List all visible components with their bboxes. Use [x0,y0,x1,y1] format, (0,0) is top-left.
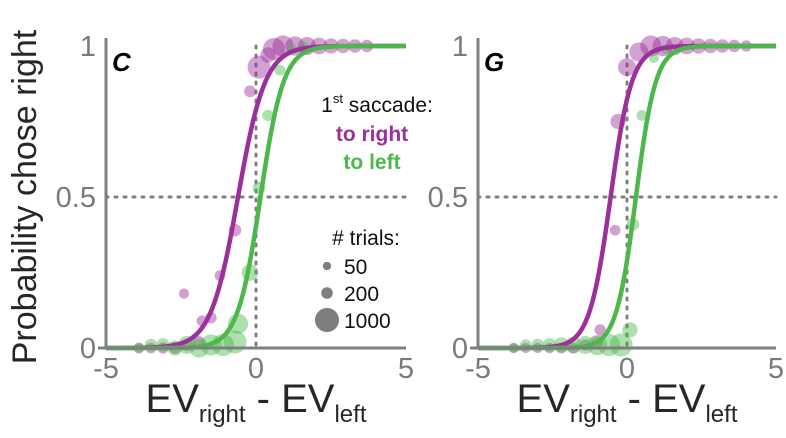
legend-size-title: # trials: [332,227,400,250]
x-title-sub-left: left [705,401,737,428]
data-point-to-left [648,52,659,64]
x-tick-label: -5 [465,353,491,385]
data-point-to-right [260,47,276,63]
data-point-to-left [609,333,633,357]
x-tick-label: -5 [93,353,119,385]
x-tick-label: 0 [248,353,264,385]
x-title-minus-ev: - EV [246,377,335,421]
data-point-to-left [636,110,648,121]
legend-title-part: 1 [321,94,333,117]
x-title-minus-ev: - EV [617,377,706,421]
data-point-to-left [262,109,274,122]
x-tick-label: 0 [619,353,635,385]
y-axis-title: Probability chose right [6,29,44,364]
legend-size-marker [314,307,340,333]
data-point-to-right [609,224,621,236]
x-title-sub-right: right [570,401,617,428]
legend-title-part: st [333,91,344,106]
data-point-to-left [274,64,286,76]
y-tick-label: 0.5 [56,182,96,214]
data-point-to-right [594,324,606,336]
y-tick-label: 0.5 [428,182,468,214]
data-point-to-right [247,55,271,79]
legend-size-marker [322,261,332,271]
panel-label: C [112,47,132,77]
legend-size-label: 1000 [344,310,391,333]
x-axis-title: EVright - EVleft [146,377,367,428]
x-tick-label: 5 [768,353,784,385]
data-point-to-right [262,37,286,61]
legend-title-part: saccade: [343,94,433,117]
legend-title: 1st saccade: [321,91,433,117]
y-tick-label: 0 [452,333,468,365]
x-title-sub-right: right [199,401,246,428]
x-title-ev: EV [146,377,200,421]
legend: 1st saccade: to right to left # trials: 50 20… [314,91,433,333]
data-point-to-right [244,85,256,98]
legend-size-label: 200 [344,283,379,306]
x-title-sub-left: left [334,401,366,428]
legend-size-marker [321,287,333,299]
y-tick-label: 0 [80,333,96,365]
y-tick-label: 1 [452,31,468,63]
data-point-to-right [617,58,637,77]
x-title-ev: EV [517,377,571,421]
panel-label: G [484,47,504,77]
x-tick-label: 5 [398,353,414,385]
x-axis-title: EVright - EVleft [517,377,738,428]
legend-series-label: to left [343,151,400,174]
legend-series-label: to right [336,123,408,146]
y-tick-label: 1 [80,31,96,63]
data-point-to-right [178,288,190,299]
data-point-to-left [622,322,638,338]
legend-size-label: 50 [344,256,367,279]
